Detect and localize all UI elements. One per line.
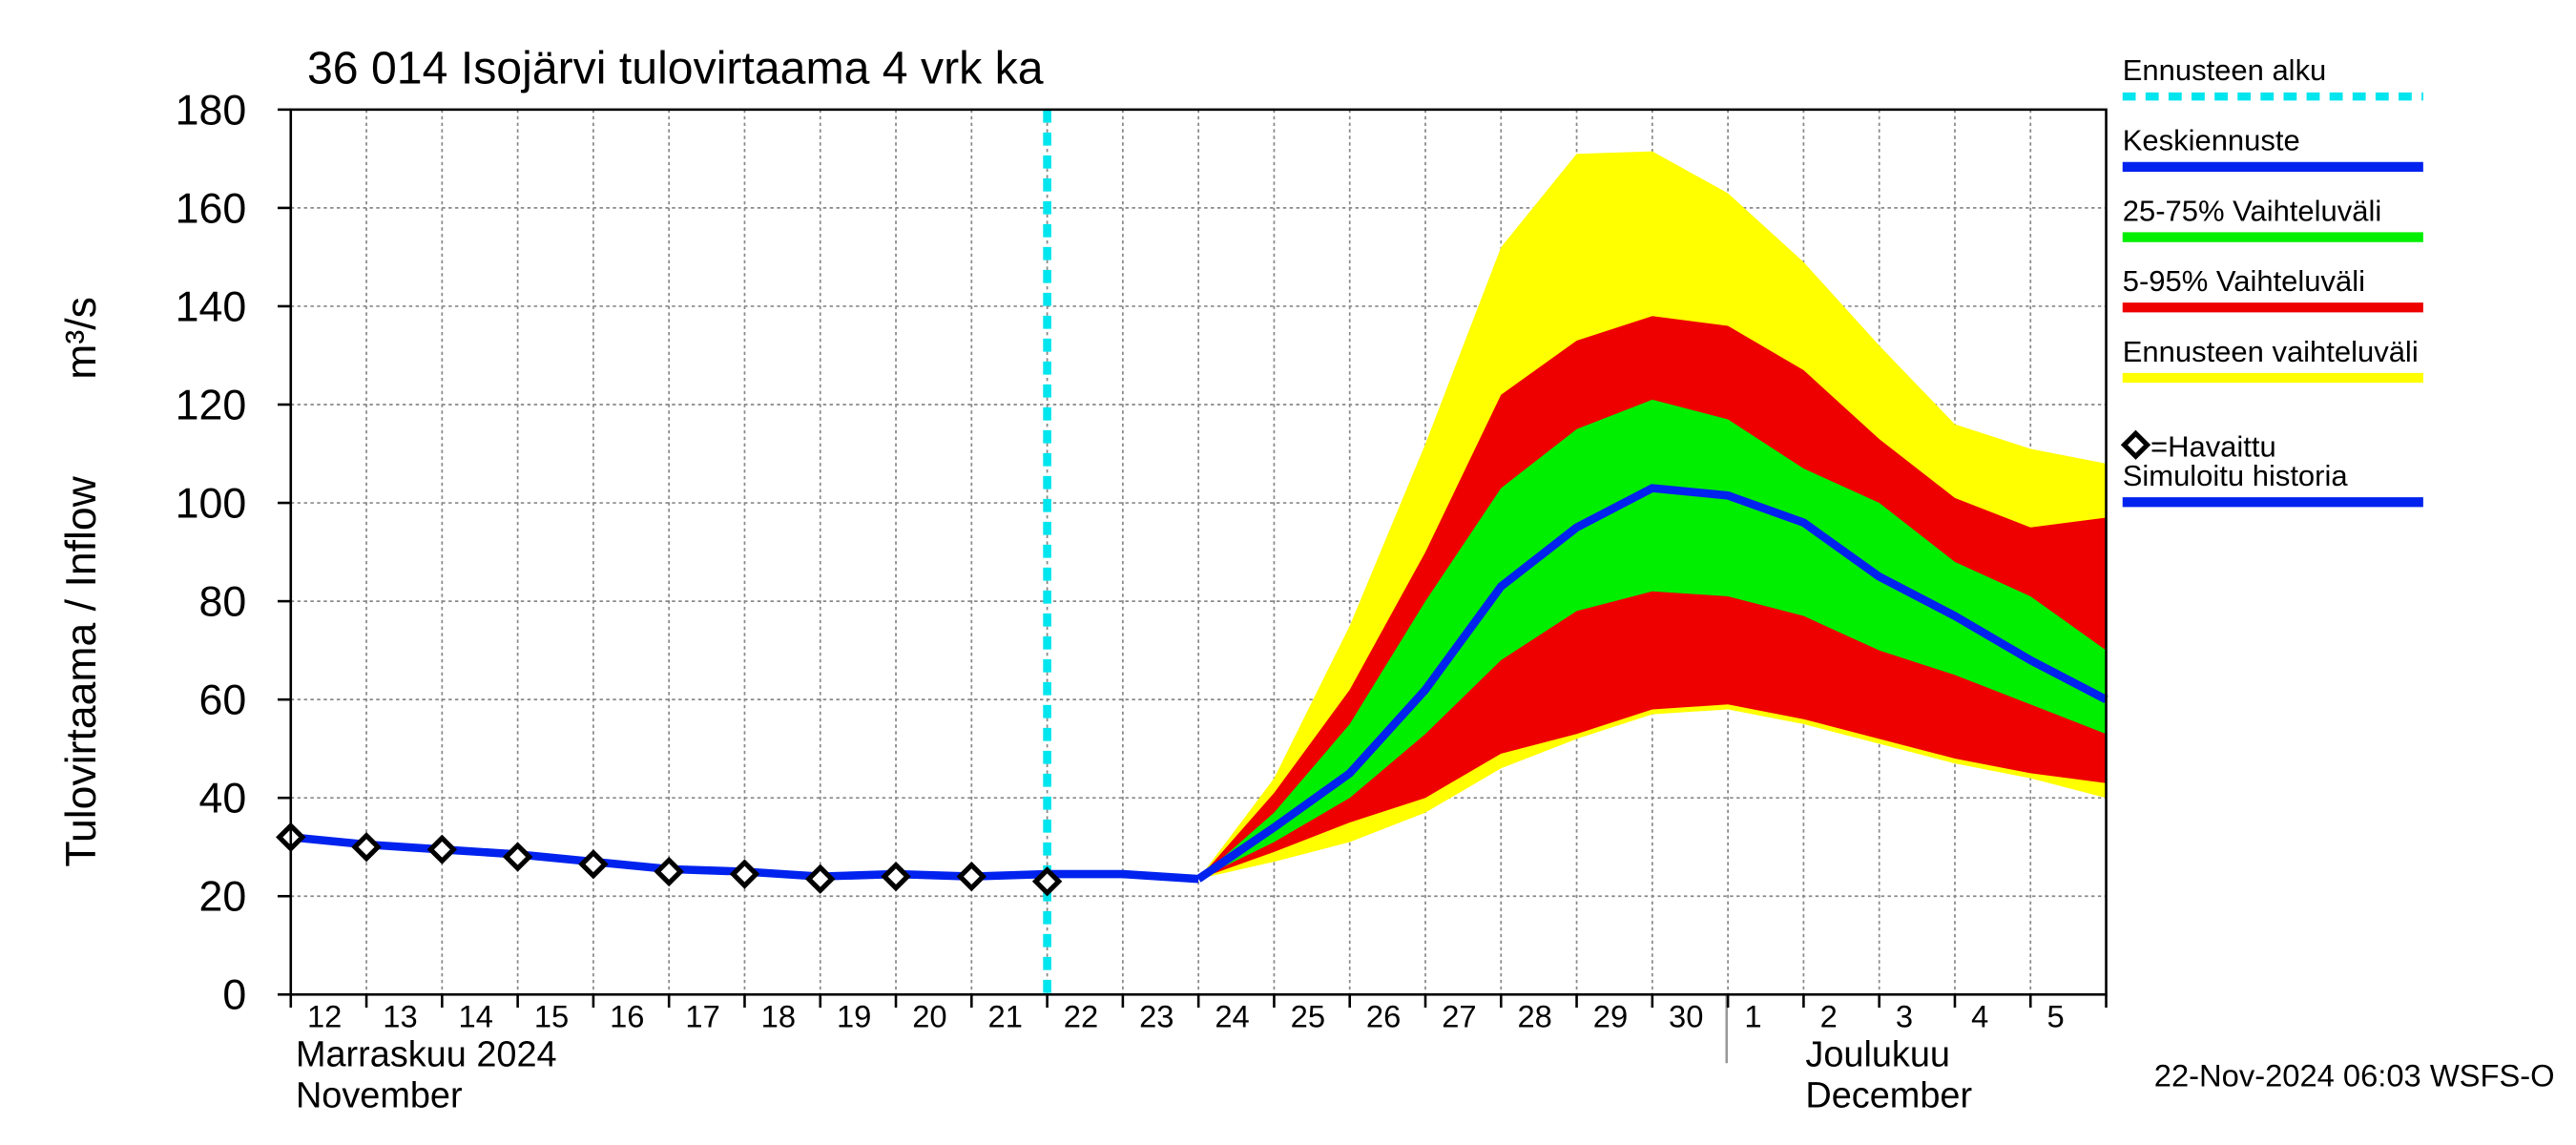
month-label: December xyxy=(1805,1076,1972,1116)
x-tick-label: 14 xyxy=(459,999,493,1034)
x-tick-label: 2 xyxy=(1820,999,1838,1034)
line xyxy=(1195,484,2109,883)
y-tick-label: 80 xyxy=(199,579,247,626)
month-label: Joulukuu xyxy=(1805,1035,1950,1075)
y-tick-label: 120 xyxy=(176,383,247,429)
x-tick-label: 26 xyxy=(1366,999,1401,1034)
x-tick-label: 25 xyxy=(1291,999,1325,1034)
observed-point xyxy=(578,849,609,880)
legend-label: =Havaittu xyxy=(2150,429,2276,463)
x-tick-label: 27 xyxy=(1442,999,1476,1034)
x-tick-label: 28 xyxy=(1517,999,1551,1034)
y-tick-label: 40 xyxy=(199,776,247,822)
x-tick-label: 1 xyxy=(1744,999,1761,1034)
x-tick-label: 12 xyxy=(307,999,342,1034)
legend-swatch xyxy=(2120,429,2151,460)
x-tick-label: 20 xyxy=(912,999,946,1034)
footer: 22-Nov-2024 06:03 WSFS-O xyxy=(2154,1057,2555,1093)
legend-label: Simuloitu historia xyxy=(2123,459,2349,492)
x-tick-label: 18 xyxy=(761,999,796,1034)
observed-point xyxy=(654,856,684,887)
observed-point xyxy=(729,859,760,889)
band xyxy=(1198,316,2107,880)
observed-point xyxy=(805,864,836,894)
x-tick-label: 13 xyxy=(383,999,417,1034)
y-tick-label: 140 xyxy=(176,283,247,330)
legend-label: Ennusteen vaihteluväli xyxy=(2123,335,2419,368)
legend-label: Ennusteen alku xyxy=(2123,53,2327,87)
y-tick-label: 60 xyxy=(199,677,247,724)
x-tick-label: 24 xyxy=(1215,999,1249,1034)
x-tick-label: 22 xyxy=(1064,999,1098,1034)
x-tick-label: 21 xyxy=(988,999,1023,1034)
observed-point xyxy=(426,834,458,864)
y-tick-label: 100 xyxy=(176,481,247,528)
month-label: Marraskuu 2024 xyxy=(296,1035,557,1075)
observed-point xyxy=(1031,866,1063,897)
y-tick-label: 20 xyxy=(199,874,247,921)
y-tick-label: 180 xyxy=(176,87,247,134)
x-tick-label: 30 xyxy=(1669,999,1703,1034)
x-tick-label: 23 xyxy=(1139,999,1174,1034)
y-unit: m³/s xyxy=(58,297,105,380)
plot-frame xyxy=(289,108,2108,996)
band xyxy=(1198,399,2107,880)
x-tick-label: 16 xyxy=(610,999,644,1034)
y-tick-label: 0 xyxy=(222,972,246,1019)
x-tick-label: 3 xyxy=(1896,999,1913,1034)
observed-point xyxy=(956,861,987,892)
month-label: November xyxy=(296,1076,463,1116)
x-tick-label: 15 xyxy=(534,999,569,1034)
x-tick-label: 17 xyxy=(685,999,719,1034)
chart-title: 36 014 Isojärvi tulovirtaama 4 vrk ka xyxy=(307,43,1044,94)
x-tick-label: 19 xyxy=(837,999,871,1034)
observed-point xyxy=(502,842,533,872)
y-label: Tulovirtaama / Inflow xyxy=(58,475,105,866)
x-tick-label: 29 xyxy=(1593,999,1628,1034)
y-tick-label: 160 xyxy=(176,185,247,232)
x-tick-label: 5 xyxy=(2046,999,2064,1034)
legend-label: 25-75% Vaihteluväli xyxy=(2123,194,2381,227)
legend-label: Keskiennuste xyxy=(2123,124,2300,157)
observed-point xyxy=(351,832,382,863)
x-tick-label: 4 xyxy=(1971,999,1988,1034)
legend-label: 5-95% Vaihteluväli xyxy=(2123,264,2365,298)
observed-point xyxy=(881,861,911,892)
